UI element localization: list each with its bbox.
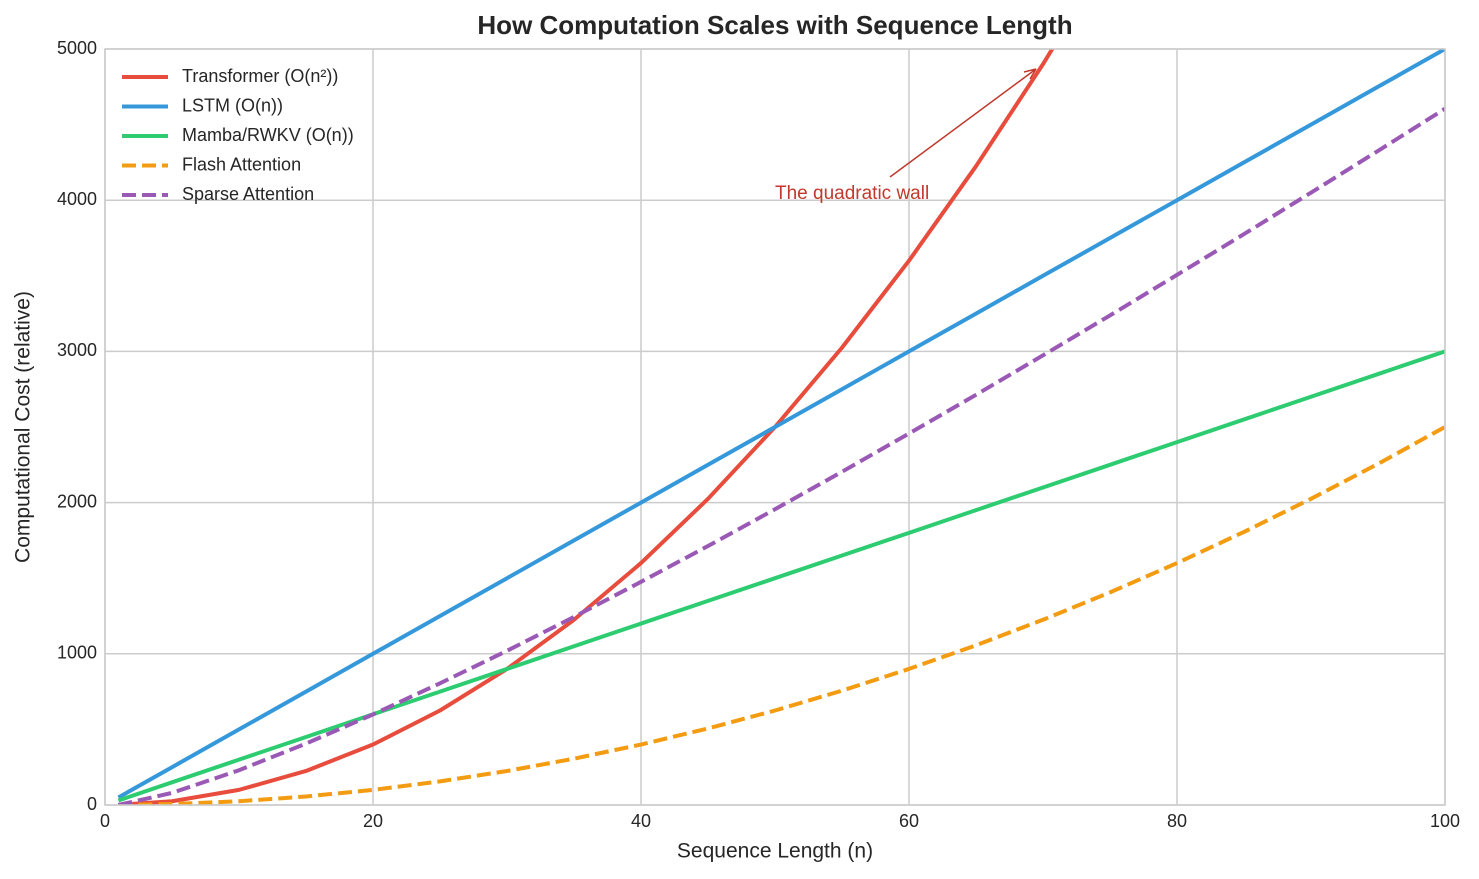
- legend-label: Flash Attention: [182, 154, 301, 174]
- x-tick-label: 60: [899, 811, 919, 831]
- series-line: [117, 349, 1445, 803]
- legend-label: LSTM (O(n)): [182, 95, 283, 115]
- lines: [117, 49, 1445, 805]
- annotation: The quadratic wall: [775, 183, 929, 204]
- y-tick-label: 0: [87, 794, 97, 814]
- series-line: [118, 425, 1445, 805]
- plot-frame: [104, 48, 1446, 806]
- series-line: [117, 49, 1445, 800]
- y-tick-label: 3000: [57, 340, 97, 360]
- legend-label: Transformer (O(n²)): [182, 66, 338, 86]
- series-line: [117, 107, 1445, 805]
- y-tick-label: 5000: [57, 38, 97, 58]
- y-tick-label: 2000: [57, 491, 97, 511]
- legend: Transformer (O(n²)) LSTM (O(n)) Mamba/RWKV…: [122, 66, 354, 204]
- annotation-arrowhead: [1023, 68, 1037, 80]
- chart-title: How Computation Scales with Sequence Len…: [477, 10, 1072, 40]
- legend-label: Sparse Attention: [182, 184, 314, 204]
- legend-label: Mamba/RWKV (O(n)): [182, 125, 354, 145]
- x-axis-label: Sequence Length (n): [677, 840, 873, 863]
- x-tick-label: 20: [363, 811, 383, 831]
- x-tick-label: 100: [1430, 811, 1460, 831]
- x-tick-label: 40: [631, 811, 651, 831]
- y-axis-label: Computational Cost (relative): [12, 291, 35, 563]
- y-tick-label: 1000: [57, 643, 97, 663]
- x-tick-label: 80: [1167, 811, 1187, 831]
- y-tick-label: 4000: [57, 189, 97, 209]
- annotation-arrow: [889, 68, 1037, 178]
- x-tick-label: 0: [100, 811, 110, 831]
